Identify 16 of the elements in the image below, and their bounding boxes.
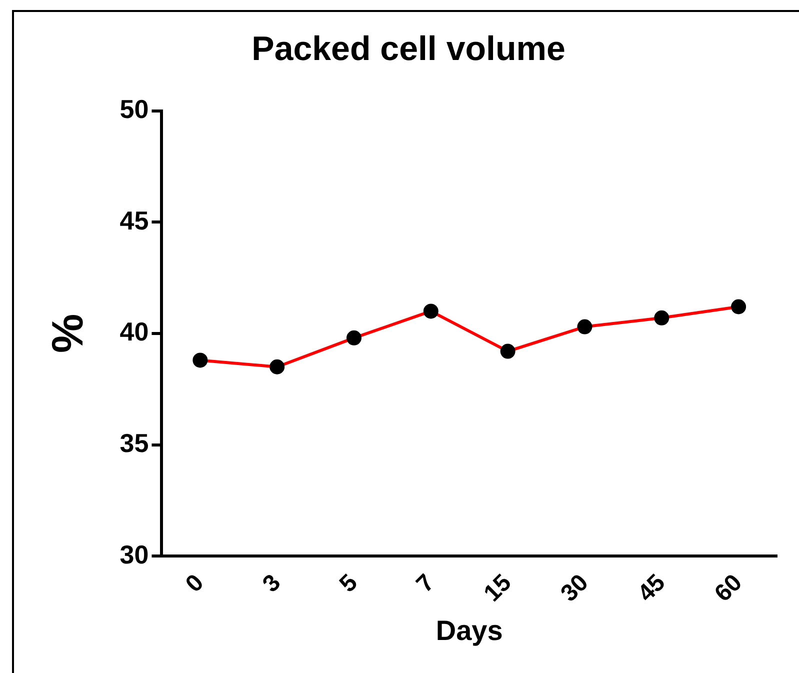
y-tick-label: 30 xyxy=(120,539,149,570)
chart-title: Packed cell volume xyxy=(252,30,566,68)
x-tick-label: 30 xyxy=(556,569,594,608)
y-tick-label: 45 xyxy=(120,205,149,236)
x-axis-title: Days xyxy=(436,614,503,646)
x-tick-label: 60 xyxy=(710,569,748,608)
y-tick-label: 40 xyxy=(120,316,149,347)
x-tick-label: 0 xyxy=(180,569,210,598)
x-tick-label: 7 xyxy=(411,569,440,598)
y-tick-label: 35 xyxy=(120,428,149,458)
x-tick-label: 5 xyxy=(334,569,363,598)
x-tick-label: 3 xyxy=(257,569,286,598)
x-tick-label: 15 xyxy=(478,569,517,608)
y-tick-label: 50 xyxy=(120,94,149,124)
y-axis-title: % xyxy=(44,314,93,354)
x-tick-label: 45 xyxy=(632,569,671,608)
